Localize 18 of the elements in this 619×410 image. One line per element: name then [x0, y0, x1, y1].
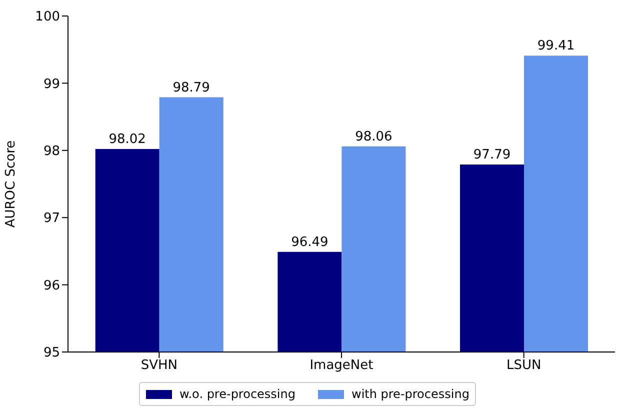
data-label: 96.49	[291, 234, 328, 250]
y-tick-label: 100	[35, 10, 60, 25]
data-label: 98.79	[172, 80, 210, 96]
x-tick-label: LSUN	[506, 358, 542, 374]
y-tick-label: 96	[43, 278, 60, 294]
legend-label: w.o. pre-processing	[180, 387, 296, 401]
data-label: 97.79	[473, 148, 511, 163]
legend-label: with pre-processing	[352, 387, 470, 401]
y-axis-title: AUROC Score	[4, 140, 19, 228]
y-tick-label: 95	[43, 346, 60, 361]
data-label: 98.02	[108, 132, 146, 148]
x-tick-label: ImageNet	[310, 358, 374, 374]
y-tick-label: 97	[43, 211, 60, 226]
x-tick-label: SVHN	[140, 358, 178, 374]
y-tick-label: 98	[43, 144, 60, 160]
y-tick-label: 99	[43, 76, 60, 92]
data-label: 98.06	[355, 129, 392, 144]
data-label: 99.41	[537, 38, 575, 54]
